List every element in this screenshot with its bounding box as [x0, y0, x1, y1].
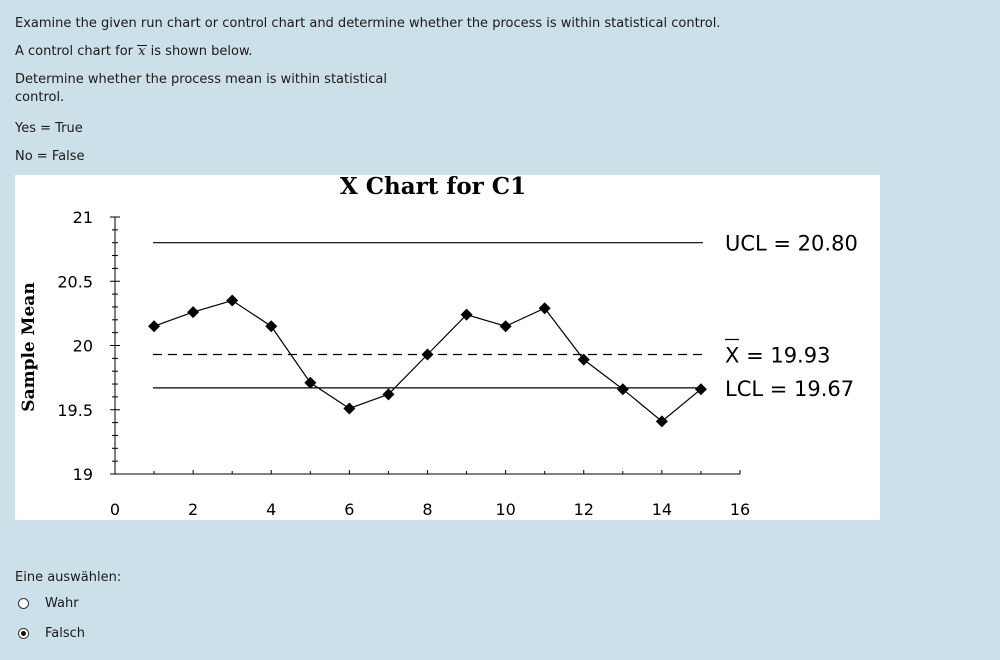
y-tick-label: 19 — [73, 465, 93, 484]
ucl-label: UCL = 20.80 — [725, 232, 858, 256]
data-point — [577, 353, 590, 366]
data-point — [304, 376, 317, 389]
y-tick-label: 20.5 — [57, 272, 93, 291]
chart-line-prefix: A control chart for — [15, 44, 134, 59]
lcl-label: LCL = 19.67 — [725, 377, 854, 401]
option-wahr-label: Wahr — [45, 595, 79, 611]
data-point — [382, 388, 395, 401]
data-point — [499, 320, 512, 333]
question-intro: Examine the given run chart or control c… — [15, 16, 721, 31]
x-tick-label: 14 — [652, 500, 672, 519]
option-falsch[interactable]: Falsch — [18, 623, 85, 643]
x-tick-label: 4 — [266, 500, 276, 519]
data-point — [187, 306, 200, 319]
question-prompt: Determine whether the process mean is wi… — [15, 71, 387, 107]
question-chart-line: A control chart for x is shown below. — [15, 43, 253, 61]
x-bar-symbol: x — [137, 44, 147, 59]
data-point — [421, 348, 434, 361]
x-tick-label: 8 — [422, 500, 432, 519]
x-tick-label: 2 — [188, 500, 198, 519]
data-point — [655, 415, 668, 428]
series-line — [153, 299, 702, 423]
y-axis-label: Sample Mean — [19, 282, 39, 411]
data-point — [694, 383, 707, 396]
x-tick-label: 6 — [344, 500, 354, 519]
x-tick-label: 12 — [574, 500, 594, 519]
center-label: X = 19.93 — [725, 343, 830, 367]
y-tick-label: 21 — [73, 208, 93, 227]
center-label-value: = 19.93 — [739, 343, 830, 367]
x-tick-label: 10 — [495, 500, 515, 519]
x-tick-label: 0 — [110, 500, 120, 519]
chart-line-suffix: is shown below. — [150, 44, 253, 59]
chart-title: X Chart for C1 — [340, 175, 526, 200]
y-tick-label: 19.5 — [57, 401, 93, 420]
data-point — [616, 383, 629, 396]
data-point — [343, 402, 356, 415]
option-wahr[interactable]: Wahr — [18, 593, 79, 613]
control-chart-image: X Chart for C1 Sample Mean 21 20.5 20 19.5 1… — [15, 175, 880, 520]
radio-wahr[interactable] — [18, 597, 29, 609]
data-point — [265, 320, 278, 333]
y-tick-label: 20 — [73, 337, 93, 356]
data-point — [460, 308, 473, 321]
data-point — [148, 320, 161, 333]
yes-note: Yes = True — [15, 121, 83, 136]
question-prompt-line2: control. — [15, 90, 65, 105]
center-label-x: X — [725, 343, 739, 367]
answer-label: Eine auswählen: — [15, 570, 122, 585]
control-chart: X Chart for C1 Sample Mean 2120.52019.51… — [19, 175, 858, 519]
chart-plot-area: 21 20.5 20 19.5 19 0 2 4 6 8 10 12 14 16 UCL = 20.80 X … — [57, 208, 857, 519]
option-falsch-label: Falsch — [45, 625, 86, 641]
question-prompt-line1: Determine whether the process mean is wi… — [15, 72, 387, 87]
data-point — [538, 302, 551, 315]
data-point — [226, 294, 239, 307]
radio-falsch[interactable] — [18, 627, 29, 639]
x-tick-label: 16 — [730, 500, 750, 519]
no-note: No = False — [15, 149, 85, 164]
